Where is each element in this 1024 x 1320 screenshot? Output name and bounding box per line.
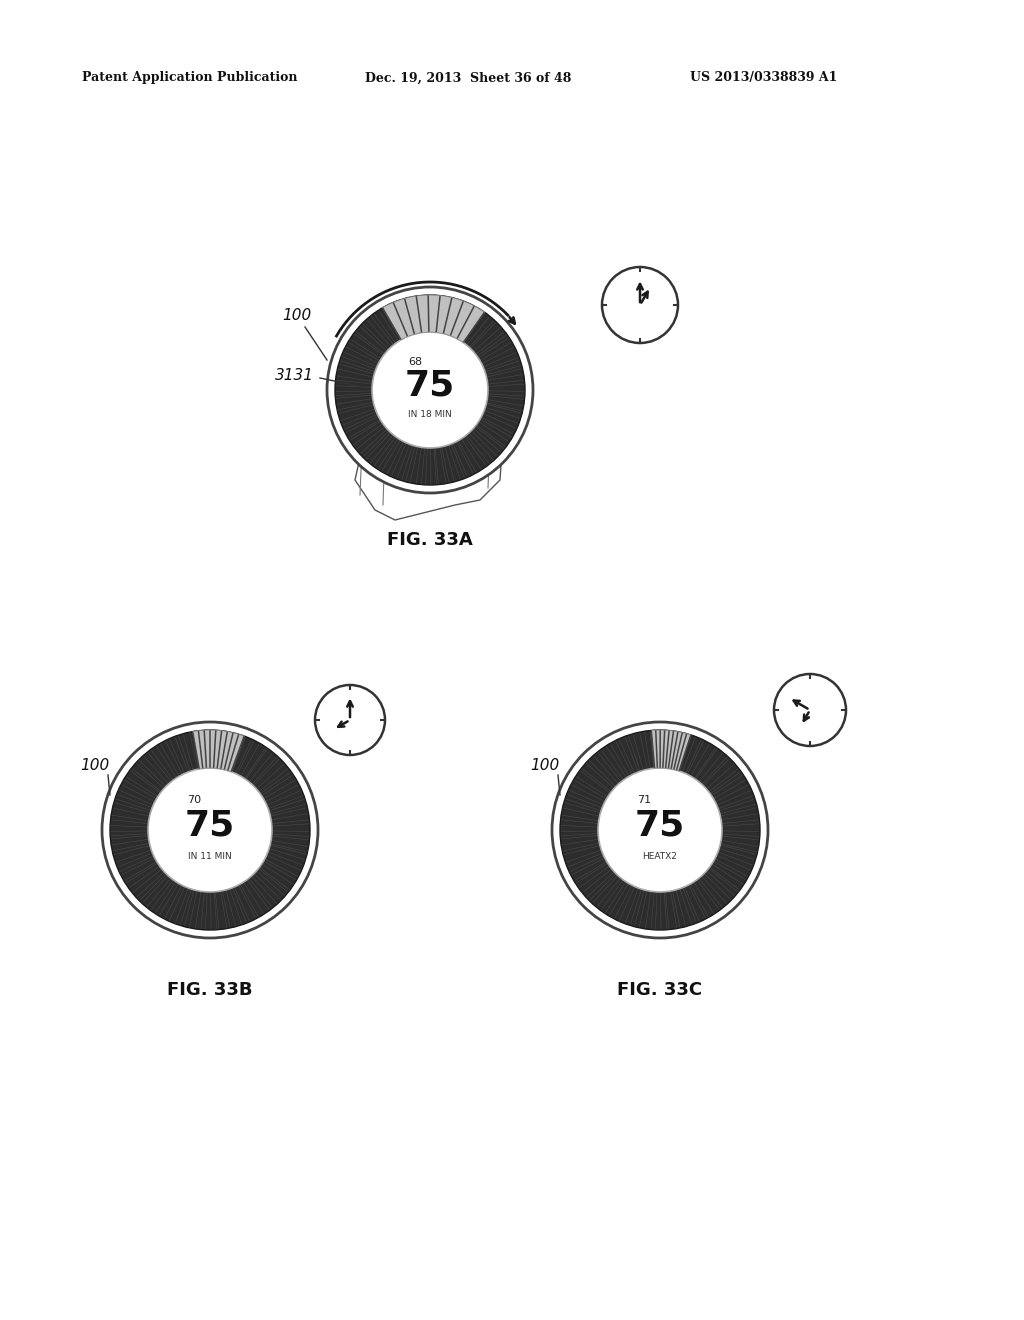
Circle shape [774, 675, 846, 746]
Wedge shape [651, 730, 691, 771]
Text: 75: 75 [185, 808, 236, 842]
Circle shape [372, 333, 488, 447]
Text: 71: 71 [637, 795, 651, 805]
Text: HEATX2: HEATX2 [643, 851, 678, 861]
Circle shape [148, 768, 272, 892]
Text: 3131: 3131 [275, 367, 314, 383]
Wedge shape [560, 730, 760, 931]
Text: 100: 100 [282, 308, 311, 322]
Text: 100: 100 [530, 758, 559, 772]
Text: FIG. 33B: FIG. 33B [167, 981, 253, 999]
Circle shape [598, 768, 722, 892]
Wedge shape [110, 730, 310, 931]
Text: 70: 70 [187, 795, 202, 805]
Circle shape [552, 722, 768, 939]
Wedge shape [335, 294, 525, 484]
Wedge shape [383, 294, 484, 342]
Text: 100: 100 [80, 758, 110, 772]
Text: US 2013/0338839 A1: US 2013/0338839 A1 [690, 71, 838, 84]
Circle shape [327, 286, 534, 492]
Circle shape [315, 685, 385, 755]
Text: 75: 75 [635, 808, 685, 842]
Text: 68: 68 [409, 358, 423, 367]
Wedge shape [193, 730, 244, 772]
Text: 75: 75 [404, 368, 455, 403]
Text: FIG. 33C: FIG. 33C [617, 981, 702, 999]
Text: IN 11 MIN: IN 11 MIN [188, 851, 231, 861]
Text: Dec. 19, 2013  Sheet 36 of 48: Dec. 19, 2013 Sheet 36 of 48 [365, 71, 571, 84]
Text: IN 18 MIN: IN 18 MIN [409, 409, 452, 418]
Circle shape [602, 267, 678, 343]
Circle shape [102, 722, 318, 939]
Text: FIG. 33A: FIG. 33A [387, 531, 473, 549]
Text: Patent Application Publication: Patent Application Publication [82, 71, 298, 84]
